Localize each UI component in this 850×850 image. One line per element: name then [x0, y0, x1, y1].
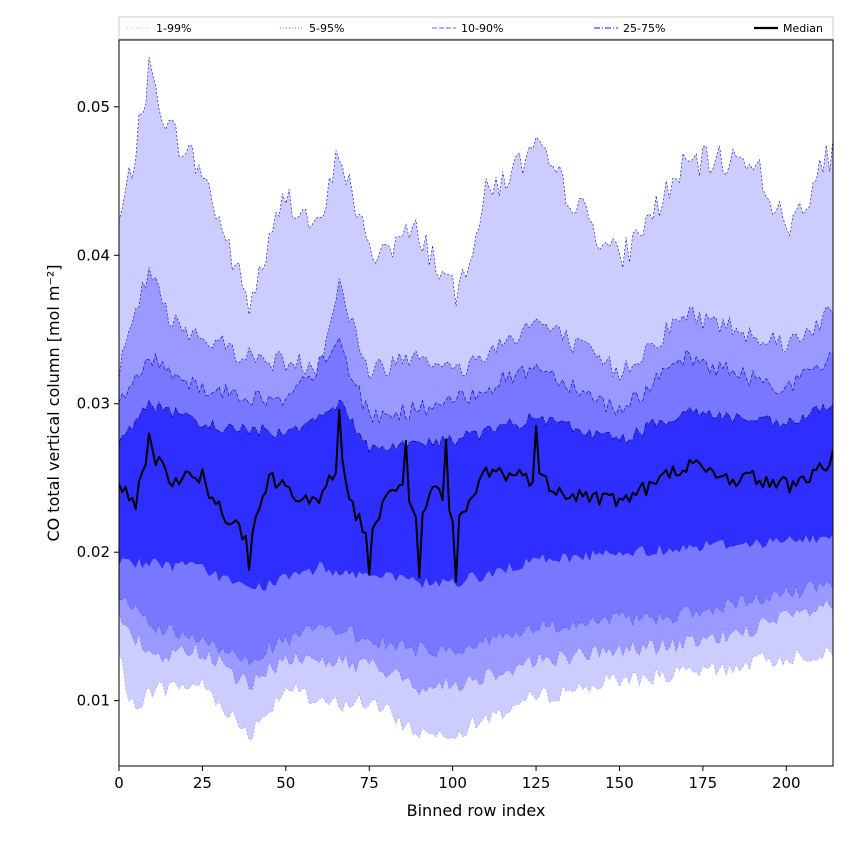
- x-tick-label: 150: [605, 774, 634, 792]
- x-tick-label: 50: [276, 774, 295, 792]
- band-10-90-upper-line: [119, 337, 833, 424]
- legend-label-25-75: 25-75%: [623, 22, 665, 35]
- band-10-90-lower-line: [119, 580, 833, 666]
- band-25-75-area: [119, 400, 833, 591]
- legend-label-5-95: 5-95%: [309, 22, 344, 35]
- y-tick-label: 0.04: [77, 246, 110, 264]
- y-axis-label: CO total vertical column [mol m⁻²]: [44, 264, 63, 541]
- y-tick-label: 0.05: [77, 98, 110, 116]
- legend-box: [118, 16, 834, 40]
- y-tick-label: 0.01: [77, 692, 110, 710]
- band-1-99-upper-line: [119, 57, 833, 315]
- band-5-95-upper-line: [119, 267, 833, 381]
- legend: 1-99% 5-95% 10-90% 25-75% Median: [118, 16, 834, 40]
- x-tick-label: 100: [438, 774, 467, 792]
- y-tick-label: 0.02: [77, 543, 110, 561]
- x-tick-label: 25: [193, 774, 212, 792]
- x-tick-label: 175: [689, 774, 718, 792]
- band-5-95-lower-line: [119, 599, 833, 696]
- legend-label-median: Median: [783, 22, 823, 35]
- x-axis-ticks: 0 25 50 75 100 125 150 175 200: [114, 766, 801, 792]
- median-line: [119, 408, 833, 583]
- y-axis-ticks: 0.01 0.02 0.03 0.04 0.05: [77, 98, 119, 710]
- legend-label-10-90: 10-90%: [461, 22, 503, 35]
- band-25-75-upper-line: [119, 399, 833, 453]
- plot-frame: [118, 39, 834, 767]
- x-axis-label: Binned row index: [407, 801, 546, 820]
- y-tick-label: 0.03: [77, 395, 110, 413]
- median-series: [119, 408, 833, 583]
- x-tick-label: 75: [360, 774, 379, 792]
- x-tick-label: 200: [772, 774, 801, 792]
- percentile-bands: [119, 57, 833, 741]
- x-tick-label: 125: [522, 774, 551, 792]
- band-25-75-lower-line: [119, 533, 833, 591]
- legend-label-1-99: 1-99%: [156, 22, 191, 35]
- x-tick-label: 0: [114, 774, 124, 792]
